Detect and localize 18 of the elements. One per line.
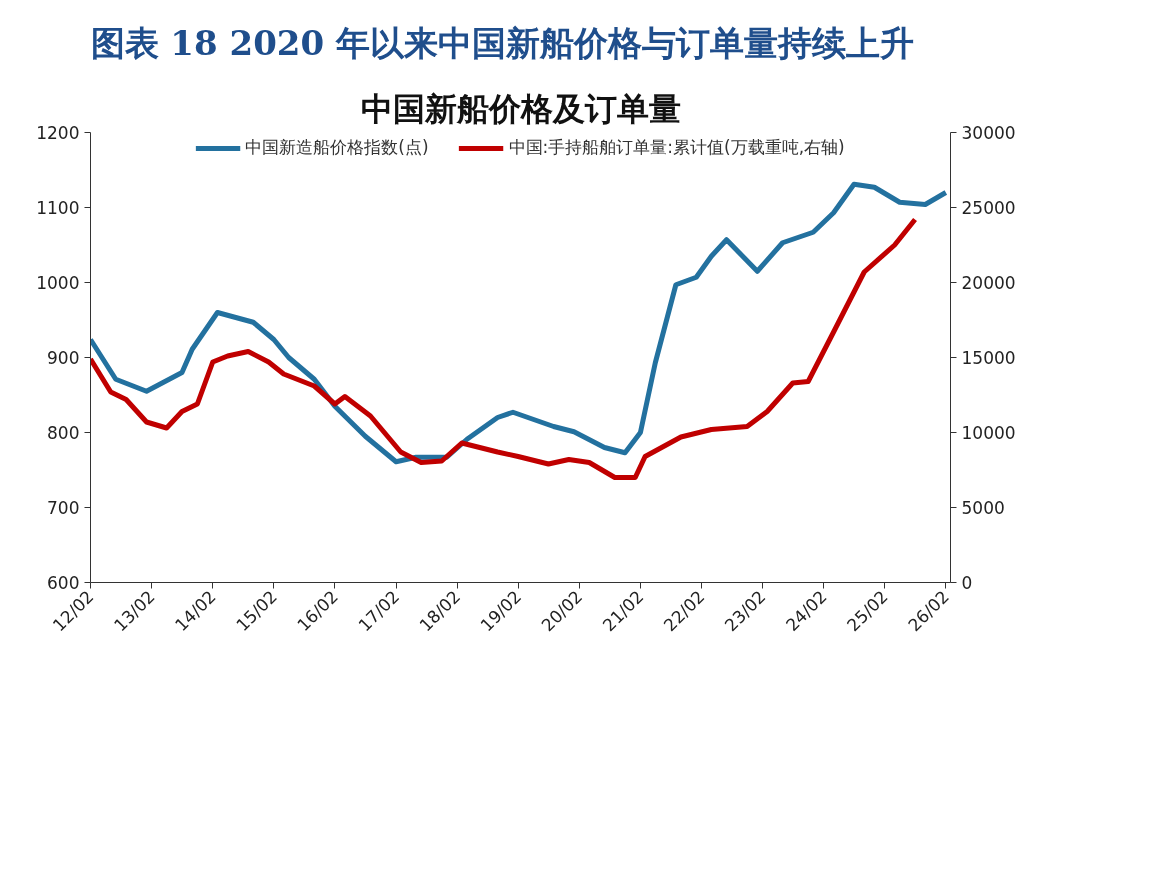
y2-tick-label: 25000 [961, 198, 1016, 218]
y-tick-label: 1200 [36, 123, 80, 143]
y2-tick-label: 10000 [961, 423, 1016, 443]
chart-subtitle: 中国新船价格及订单量 [360, 89, 681, 128]
legend-label: 中国新造船价格指数(点) [245, 136, 429, 159]
y-tick-label: 900 [47, 348, 80, 368]
y-tick-label: 800 [47, 423, 80, 443]
y2-tick-label: 30000 [961, 123, 1016, 143]
y-tick-label: 700 [47, 498, 80, 518]
y2-tick-label: 0 [961, 573, 973, 593]
y2-tick-label: 5000 [961, 498, 1005, 518]
y-tick-label: 1000 [36, 273, 80, 293]
y2-tick-label: 15000 [961, 348, 1016, 368]
y-tick-label: 600 [47, 573, 80, 593]
y2-tick-label: 20000 [961, 273, 1016, 293]
chart-title: 图表 18 2020 年以来中国新船价格与订单量持续上升 [90, 22, 914, 63]
y-tick-label: 1100 [36, 198, 80, 218]
legend-label: 中国:手持船舶订单量:累计值(万载重吨,右轴) [508, 136, 845, 159]
